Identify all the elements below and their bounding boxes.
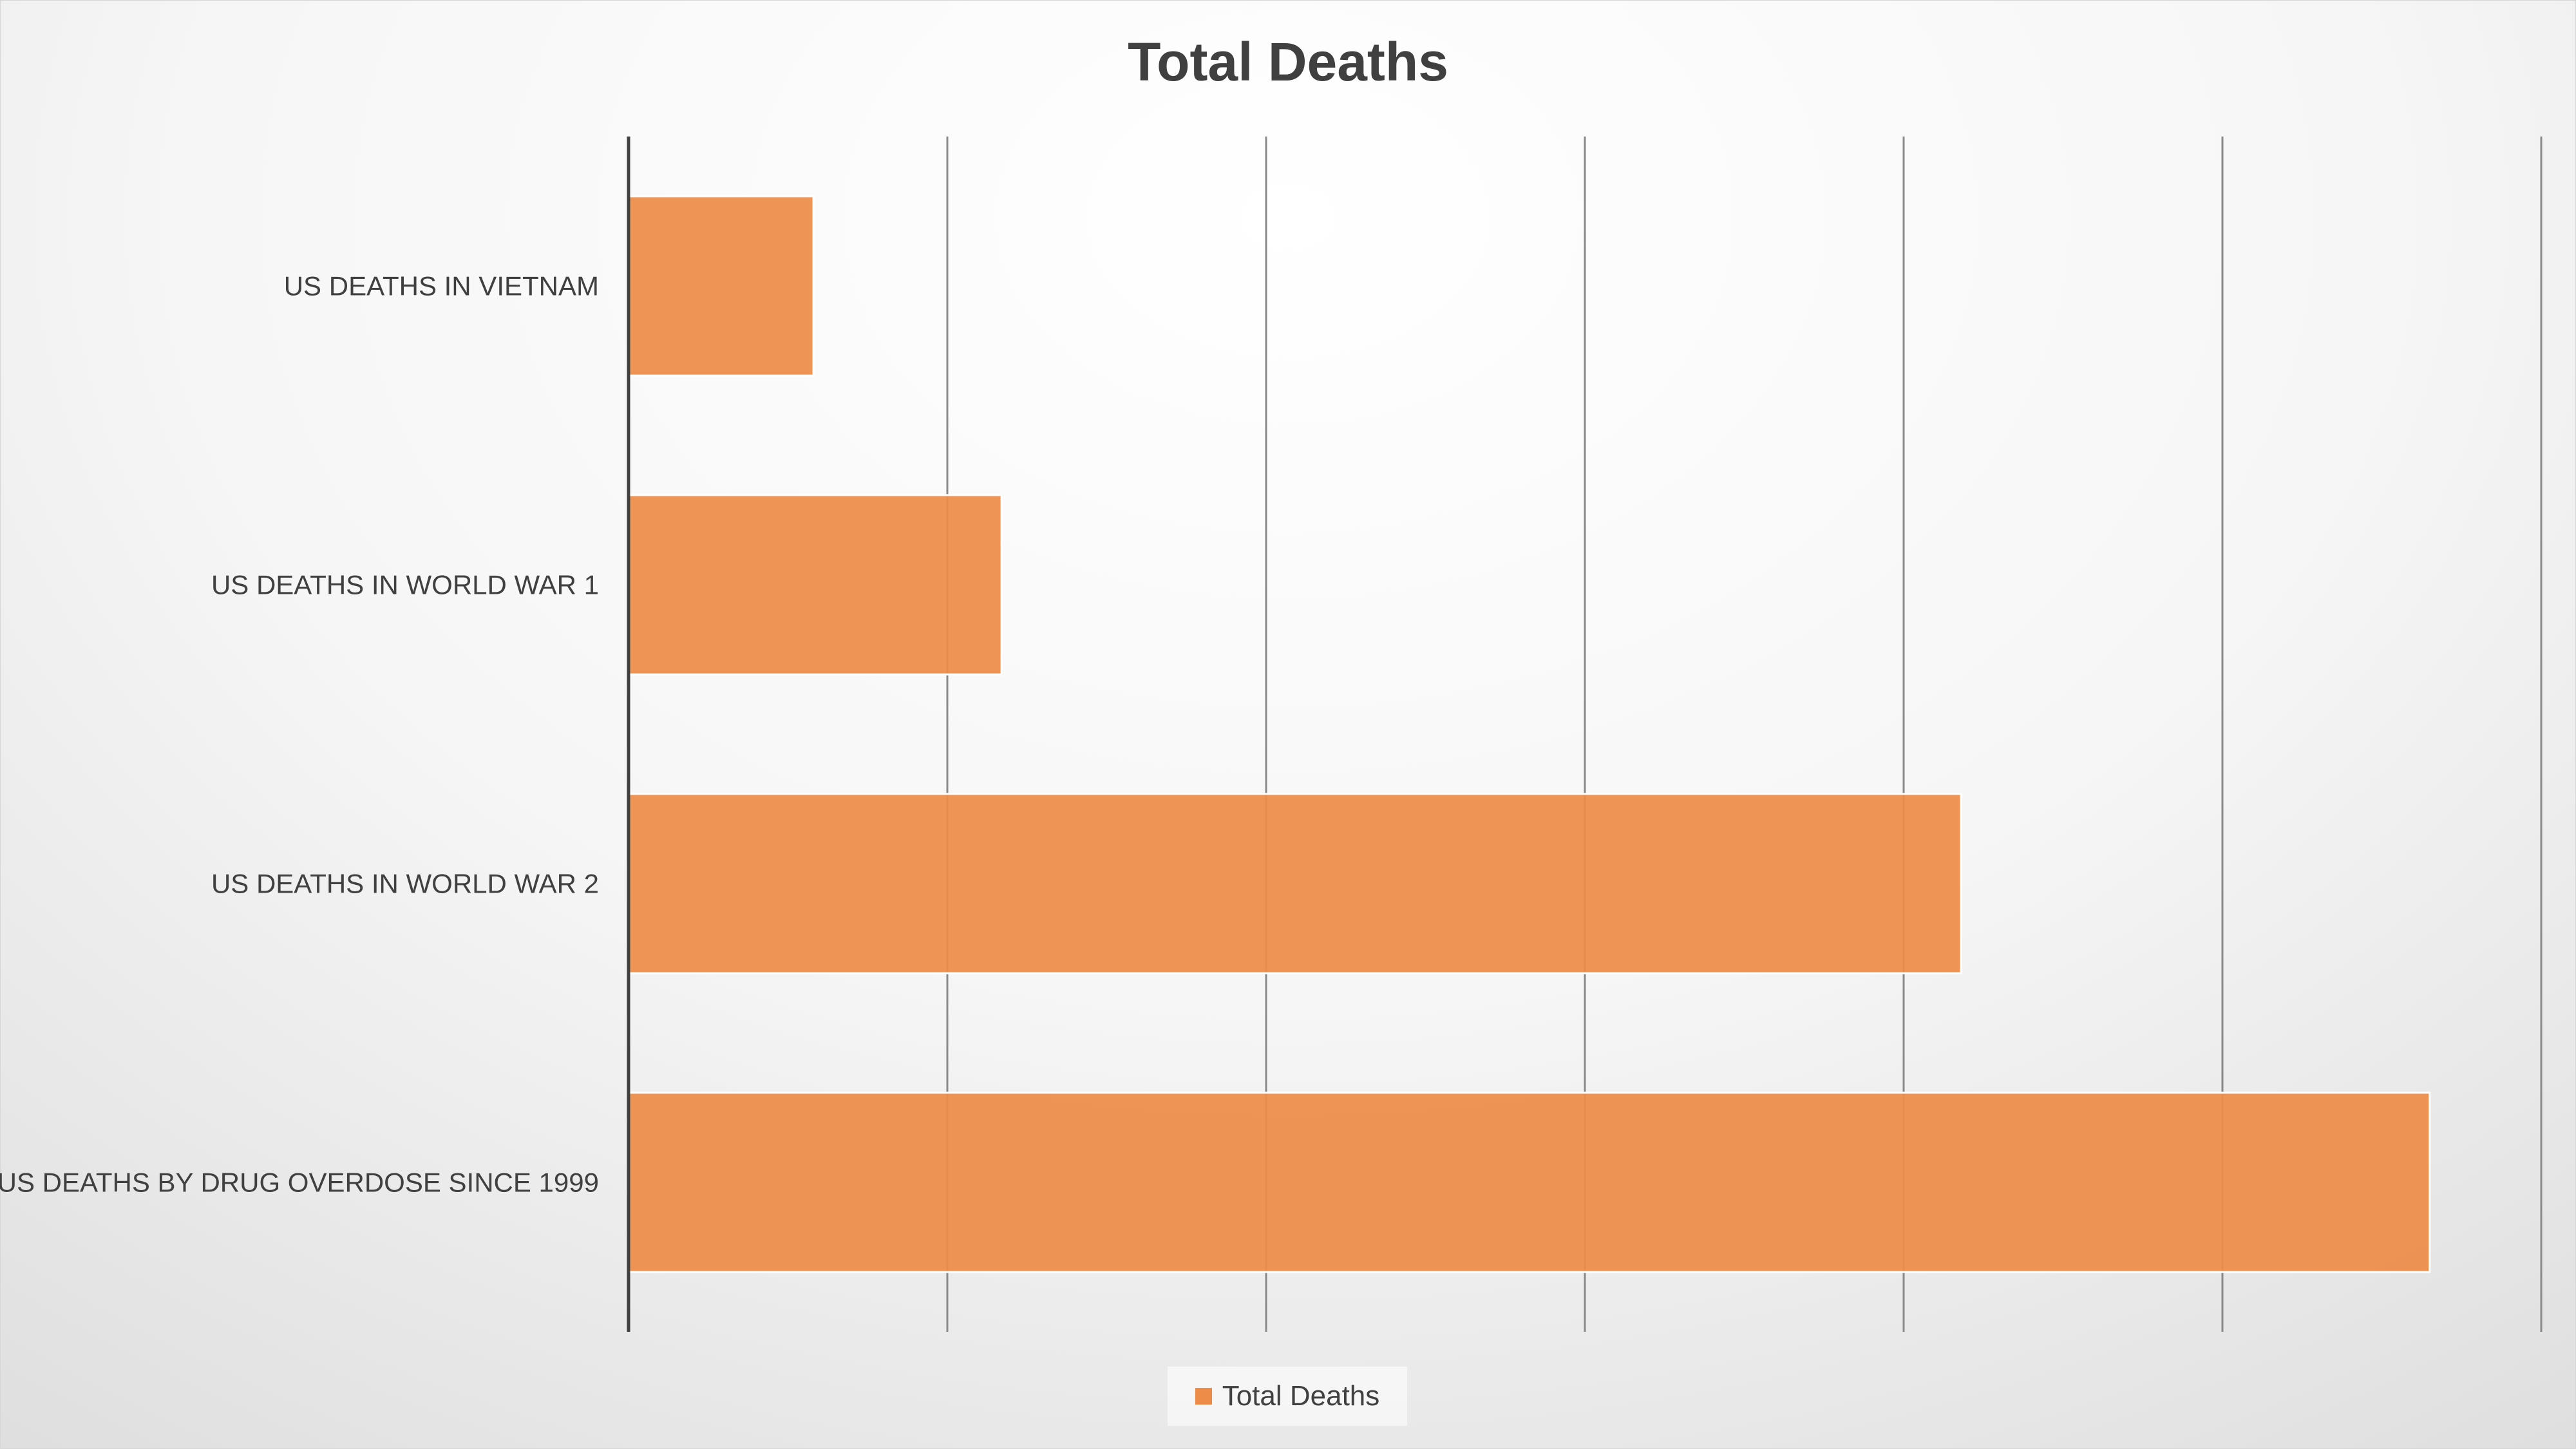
- legend-swatch: [1195, 1388, 1212, 1405]
- category-label: US DEATHS IN WORLD WAR 2: [211, 869, 599, 899]
- category-labels: US DEATHS IN VIETNAM US DEATHS IN WORLD W…: [0, 271, 599, 1198]
- category-label: US DEATHS IN WORLD WAR 1: [211, 570, 599, 600]
- bar: [627, 1092, 2431, 1273]
- chart-title: Total Deaths: [1128, 32, 1448, 92]
- legend: Total Deaths: [1168, 1367, 1407, 1426]
- bar: [627, 494, 1003, 676]
- bars: [627, 195, 2431, 1273]
- bar: [627, 793, 1962, 974]
- bar: [627, 195, 815, 377]
- category-label: US DEATHS BY DRUG OVERDOSE SINCE 1999: [0, 1168, 599, 1198]
- category-label: US DEATHS IN VIETNAM: [284, 271, 599, 301]
- legend-label: Total Deaths: [1222, 1380, 1380, 1412]
